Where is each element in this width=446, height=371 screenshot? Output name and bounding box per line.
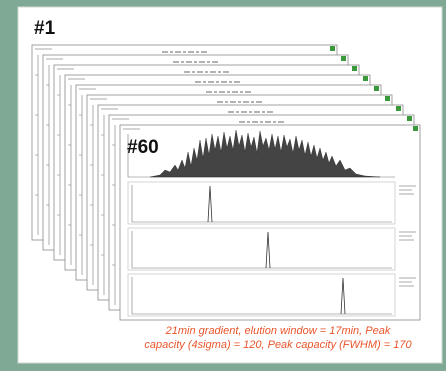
front-frame: #60 bbox=[120, 125, 420, 320]
icon bbox=[341, 56, 346, 61]
caption-line: capacity (4sigma) = 120, Peak capacity (… bbox=[144, 339, 412, 351]
first-label: #1 bbox=[34, 18, 56, 39]
icon bbox=[352, 66, 357, 71]
page: #1 #60 21min gradient, elution window = … bbox=[0, 0, 446, 371]
icon bbox=[385, 96, 390, 101]
icon bbox=[363, 76, 368, 81]
caption-line: 21min gradient, elution window = 17min, … bbox=[165, 325, 391, 337]
icon bbox=[413, 126, 418, 131]
last-label: #60 bbox=[127, 137, 159, 158]
icon bbox=[407, 116, 412, 121]
figure: #1 #60 21min gradient, elution window = … bbox=[0, 0, 446, 371]
icon bbox=[396, 106, 401, 111]
icon bbox=[374, 86, 379, 91]
icon bbox=[330, 46, 335, 51]
